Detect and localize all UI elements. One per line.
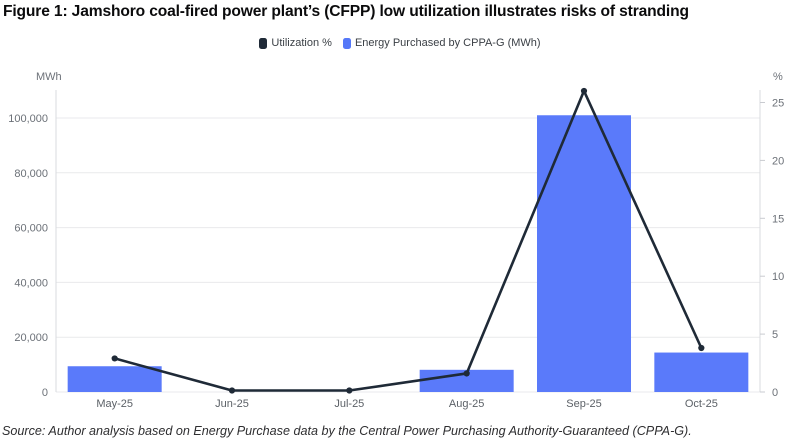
left-axis-tick-label: 20,000 (14, 332, 48, 344)
legend-item-energy: Energy Purchased by CPPA-G (MWh) (342, 37, 541, 49)
utilization-swatch-icon (259, 37, 268, 49)
x-axis-label: Jul-25 (334, 398, 364, 410)
right-axis-tick-label: 25 (772, 98, 784, 110)
x-axis-label: Aug-25 (449, 398, 484, 410)
chart-legend: Utilization % Energy Purchased by CPPA-G… (0, 37, 800, 49)
legend-item-utilization: Utilization % (259, 37, 332, 49)
bar-Sep-25 (537, 115, 631, 392)
utilization-point-Jul-25 (346, 387, 353, 394)
left-axis-tick-label: 0 (42, 387, 48, 399)
legend-label-utilization: Utilization % (271, 37, 332, 49)
bar-May-25 (67, 366, 162, 392)
x-axis-label: Sep-25 (566, 398, 601, 410)
utilization-point-Sep-25 (580, 87, 588, 95)
left-axis-tick-label: 40,000 (14, 277, 48, 289)
legend-label-energy: Energy Purchased by CPPA-G (MWh) (354, 37, 541, 49)
right-axis-tick-label: 10 (772, 271, 784, 283)
source-note: Source: Author analysis based on Energy … (2, 424, 692, 438)
x-axis-label: May-25 (96, 398, 133, 410)
energy-swatch-icon (342, 37, 351, 49)
utilization-point-Oct-25 (698, 344, 705, 352)
left-axis-tick-label: 80,000 (14, 168, 48, 180)
bar-Oct-25 (654, 352, 749, 392)
right-axis-tick-label: 15 (772, 213, 784, 225)
utilization-point-Aug-25 (463, 370, 470, 377)
left-axis-tick-label: 60,000 (14, 223, 48, 235)
x-axis-label: Oct-25 (685, 398, 718, 410)
combo-chart: 0 20,000 40,000 60,000 80,000 100,000 0 5 10 15 20… (8, 71, 784, 410)
right-axis-unit-label: % (773, 71, 783, 83)
figure-title: Figure 1: Jamshoro coal-fired power plan… (3, 3, 689, 20)
utilization-point-May-25 (111, 355, 118, 362)
right-axis-tick-label: 5 (772, 329, 778, 341)
right-axis-tick-label: 0 (772, 387, 778, 399)
bar-Aug-25 (419, 369, 514, 392)
right-axis-tick-label: 20 (772, 155, 784, 167)
utilization-line (113, 89, 703, 392)
left-axis-tick-label: 100,000 (8, 113, 48, 125)
x-axis-label: Jun-25 (215, 398, 249, 410)
utilization-point-Jun-25 (228, 387, 236, 394)
left-axis-unit-label: MWh (36, 71, 62, 83)
